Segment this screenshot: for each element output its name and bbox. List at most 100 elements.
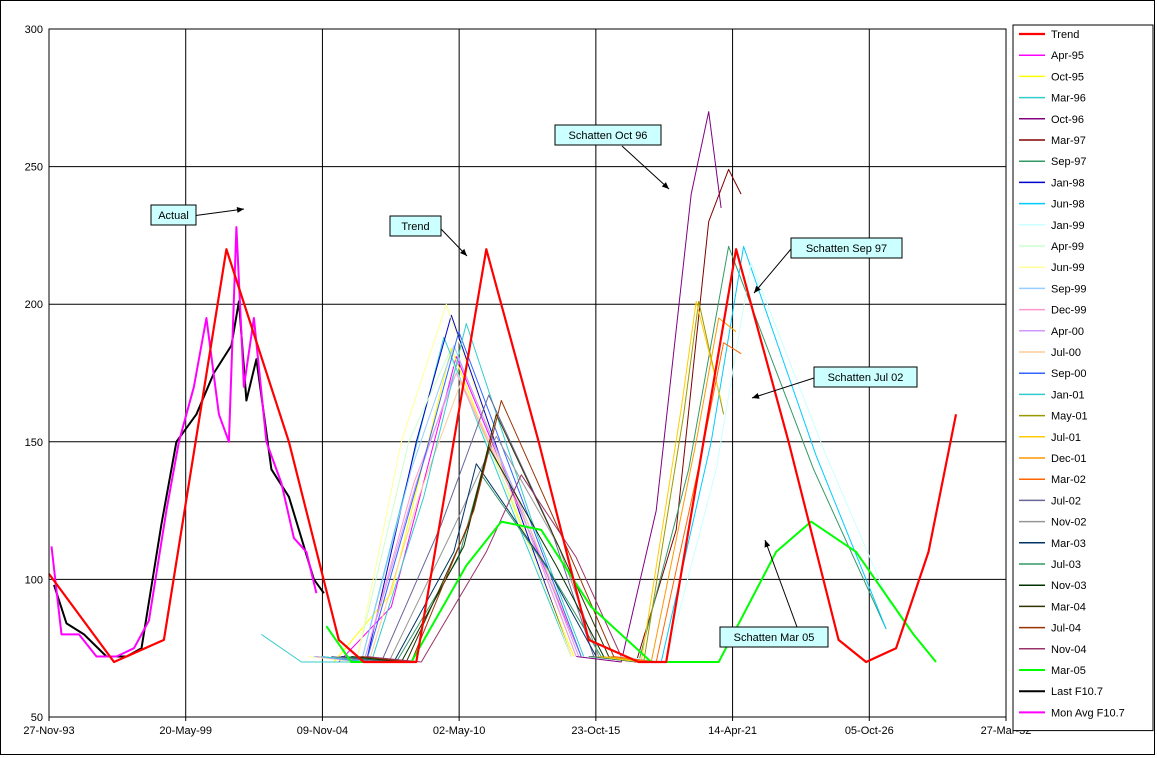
series-line-dec-01: [608, 317, 737, 663]
x-tick-label: 27-Nov-93: [23, 725, 74, 737]
annotation-arrow: [751, 377, 815, 399]
legend-entry: Oct-95: [1019, 71, 1084, 83]
legend-entry: Nov-03: [1019, 580, 1086, 592]
legend-entry: Jan-98: [1019, 177, 1085, 189]
legend-entry: Mar-96: [1019, 93, 1086, 105]
annotation-box: [813, 366, 918, 388]
legend-entry: Nov-04: [1019, 644, 1086, 656]
legend-label: Mar-96: [1051, 93, 1086, 105]
annotation-box: [389, 215, 442, 237]
series-line-jun-99: [308, 303, 572, 663]
series-line-sep-99: [313, 345, 577, 663]
plot-area-border: [48, 28, 1007, 718]
legend-entry: Dec-99: [1019, 305, 1086, 317]
legend-label: Jul-02: [1051, 495, 1081, 507]
legend-label: Mar-97: [1051, 135, 1086, 147]
legend-label: Mar-03: [1051, 538, 1086, 550]
annotation-callout: Trend: [389, 215, 468, 257]
legend-entry: Jul-04: [1019, 623, 1081, 635]
legend-entry: Sep-97: [1019, 156, 1086, 168]
annotation-arrow: [753, 248, 792, 294]
series-line-trend: [48, 248, 958, 664]
x-tick-label: 14-Apr-21: [708, 725, 757, 737]
legend-entry: Mar-04: [1019, 601, 1086, 613]
legend-label: Mon Avg F10.7: [1051, 707, 1125, 719]
legend: Trend Apr-95 Oct-95 Mar-96 Oct-96 Mar-97 Sep-9…: [1012, 24, 1154, 732]
annotation-arrow: [764, 539, 798, 628]
legend-label: Apr-95: [1051, 50, 1084, 62]
annotation-label: Schatten Sep 97: [806, 243, 887, 255]
legend-entry: Nov-02: [1019, 517, 1086, 529]
annotation-arrowhead: [460, 248, 467, 256]
series-line-jul-01: [598, 300, 722, 663]
legend-label: Trend: [1051, 29, 1079, 41]
legend-label: Sep-99: [1051, 283, 1086, 295]
series-line-jul-02: [331, 394, 595, 663]
annotation-label: Schatten Jul 02: [828, 372, 904, 384]
legend-entry: Sep-00: [1019, 368, 1086, 380]
legend-label: Jul-00: [1051, 347, 1081, 359]
series-line-mon-avg-f10-7: [50, 226, 318, 658]
series-line-sep-97: [588, 245, 887, 663]
y-tick-label: 50: [31, 712, 43, 724]
x-tick-label: 02-May-10: [433, 725, 486, 737]
legend-label: Sep-00: [1051, 368, 1086, 380]
annotation-arrowhead: [661, 182, 669, 189]
legend-entry: May-01: [1019, 411, 1088, 423]
legend-label: Jul-04: [1051, 623, 1081, 635]
legend-label: Sep-97: [1051, 156, 1086, 168]
legend-label: Jul-03: [1051, 559, 1081, 571]
legend-label: May-01: [1051, 411, 1088, 423]
legend-label: Jan-99: [1051, 220, 1085, 232]
legend-entry: Jun-99: [1019, 262, 1085, 274]
x-tick-label: 09-Nov-04: [297, 725, 348, 737]
legend-label: Dec-01: [1051, 453, 1086, 465]
legend-label: Oct-96: [1051, 114, 1084, 126]
legend-label: Mar-04: [1051, 601, 1086, 613]
series-line-jun-98: [611, 245, 887, 663]
legend-label: Dec-99: [1051, 305, 1086, 317]
legend-entry: Jun-98: [1019, 199, 1085, 211]
legend-entry: Last F10.7: [1019, 686, 1103, 698]
legend-entry: Mar-05: [1019, 665, 1086, 677]
legend-label: Jun-98: [1051, 199, 1085, 211]
annotation-callout: Schatten Sep 97: [753, 237, 903, 294]
legend-entry: Apr-95: [1019, 50, 1084, 62]
legend-entry: Apr-00: [1019, 326, 1084, 338]
legend-label: Mar-02: [1051, 474, 1086, 486]
legend-label: Apr-99: [1051, 241, 1084, 253]
series-line-mar-96: [261, 336, 572, 663]
legend-entry: Oct-96: [1019, 114, 1084, 126]
x-tick-label: 23-Oct-15: [571, 725, 620, 737]
series-line-mar-02: [613, 342, 742, 663]
legend-entry: Jan-01: [1019, 389, 1085, 401]
legend-entry: Mar-03: [1019, 538, 1086, 550]
annotation-callout: Schatten Jul 02: [751, 366, 918, 399]
annotation-arrowhead: [236, 207, 244, 213]
y-tick-label: 200: [25, 299, 43, 311]
legend-label: Nov-04: [1051, 644, 1086, 656]
annotation-arrow: [191, 208, 245, 217]
series-lines: [48, 111, 958, 664]
annotation-callout: Schatten Oct 96: [554, 124, 670, 190]
legend-entry: Jul-01: [1019, 432, 1081, 444]
legend-entry: Mar-02: [1019, 474, 1086, 486]
annotation-callout: Actual: [150, 204, 245, 226]
y-tick-label: 150: [25, 437, 43, 449]
legend-entry: Jul-03: [1019, 559, 1081, 571]
legend-entry: Dec-01: [1019, 453, 1086, 465]
legend-label: Jan-01: [1051, 389, 1085, 401]
x-tick-label: 20-May-99: [159, 725, 212, 737]
series-line-oct-96: [576, 111, 722, 663]
annotation-box: [554, 124, 662, 146]
annotation-label: Trend: [401, 221, 429, 233]
legend-entry: Jul-02: [1019, 495, 1081, 507]
legend-label: Jan-98: [1051, 177, 1085, 189]
legend-label: Mar-05: [1051, 665, 1086, 677]
annotation-label: Schatten Mar 05: [734, 632, 815, 644]
annotation-box: [719, 626, 829, 648]
annotation-label: Actual: [158, 210, 189, 222]
annotation-arrowhead: [754, 285, 761, 293]
